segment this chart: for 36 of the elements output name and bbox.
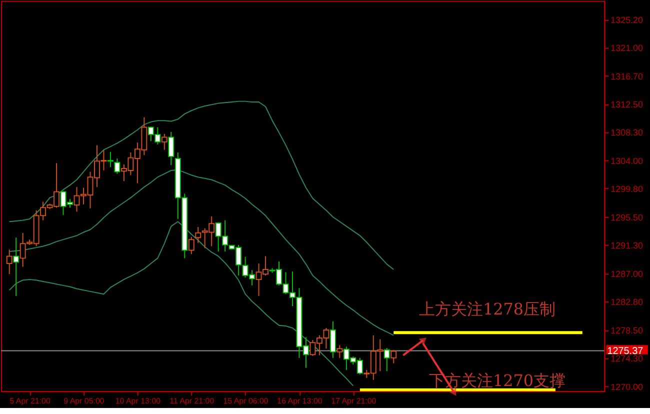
candlestick [168,131,174,166]
x-tick-label: 10 Apr 13:00 [115,396,162,406]
candlestick [13,237,20,297]
candlestick [336,344,343,358]
y-tick-label: 1274.30 [610,353,644,364]
y-tick-label: 1291.30 [610,240,644,250]
x-tick-label: 11 Apr 21:00 [170,396,215,406]
x-tick-label: 15 Apr 06:00 [223,396,269,406]
y-tick-label: 1270.00 [610,382,644,392]
candlestick [390,349,397,364]
candlestick [384,347,390,372]
y-tick-label: 1312.50 [610,99,644,110]
x-tick-label: 17 Apr 21:00 [331,396,377,406]
candlestick [107,151,114,168]
candlestick [330,320,336,358]
y-tick-label: 1325.20 [610,15,644,26]
y-tick-label: 1278.50 [610,325,644,336]
line-series [8,100,394,270]
candlestick [188,236,194,255]
y-tick-label: 1316.70 [610,72,644,82]
x-tick-label: 16 Apr 13:00 [277,396,323,406]
y-tick-label: 1299.80 [610,184,644,194]
candlestick [6,249,12,275]
y-tick-label: 1295.50 [610,212,644,222]
annotation: 上方关注1278压制 [419,299,556,318]
x-tick-label: 9 Apr 05:00 [64,396,105,406]
line-series [8,221,354,386]
line-series [8,169,394,336]
y-tick-label: 1308.30 [610,127,644,138]
x-tick-label: 5 Apr 21:00 [10,396,51,406]
y-tick-label: 1287.00 [610,268,644,279]
candlestick [114,158,120,174]
y-tick-label: 1321.00 [610,42,644,53]
y-tick-label: 1282.80 [610,296,644,307]
candlestick [161,133,168,150]
y-tick-label: 1304.00 [610,156,644,166]
